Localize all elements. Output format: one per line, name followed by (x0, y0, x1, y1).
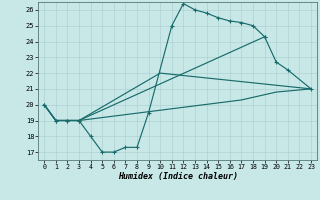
X-axis label: Humidex (Indice chaleur): Humidex (Indice chaleur) (118, 172, 238, 181)
